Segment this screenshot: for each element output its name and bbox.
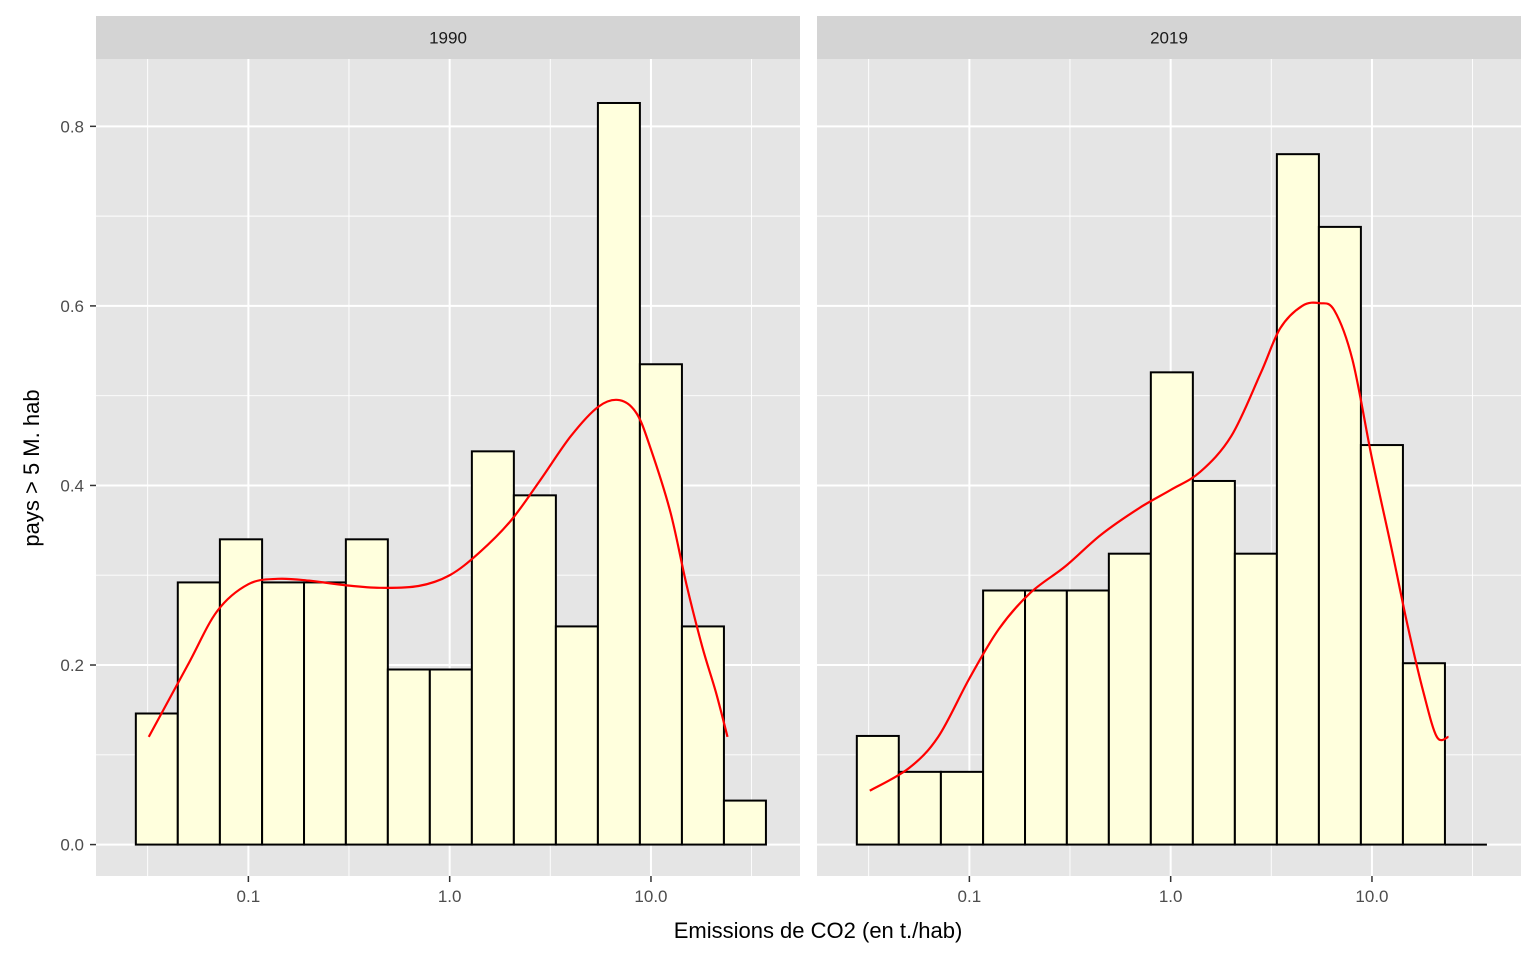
histogram-bar — [134, 712, 179, 846]
histogram-bar — [344, 538, 389, 846]
histogram-bar — [722, 799, 767, 846]
histogram-bar — [1065, 589, 1110, 846]
x-tick-label: 1.0 — [1159, 887, 1183, 906]
y-tick-label: 0.2 — [60, 656, 84, 675]
histogram-bar — [939, 770, 985, 846]
histogram-bar — [1149, 371, 1194, 846]
x-axis-title: Emissions de CO2 (en t./hab) — [674, 918, 963, 943]
y-axis-title: pays > 5 M. hab — [19, 389, 44, 546]
x-tick-label: 1.0 — [438, 887, 462, 906]
histogram-bar — [261, 581, 306, 846]
histogram-bar — [470, 450, 515, 846]
y-tick-label: 0.8 — [60, 117, 84, 136]
panel-1990: 1990 0.1 1.0 10.0 — [96, 16, 800, 906]
y-tick-label: 0.6 — [60, 297, 84, 316]
histogram-bar — [855, 734, 900, 846]
histogram-bar — [428, 668, 473, 846]
histogram-bar — [176, 581, 221, 846]
histogram-bar — [218, 538, 264, 846]
histogram-bar — [897, 770, 942, 846]
histogram-bar — [680, 625, 725, 846]
histogram-bar — [1275, 153, 1320, 846]
facet-strip — [817, 16, 1521, 59]
histogram-bar — [596, 101, 641, 846]
histogram-bar — [554, 625, 599, 846]
histogram-bar — [386, 668, 431, 846]
x-tick-label: 0.1 — [958, 887, 982, 906]
histogram-bar — [1233, 552, 1278, 846]
x-tick-label: 0.1 — [237, 887, 261, 906]
facet-strip — [96, 16, 800, 59]
histogram-bar — [512, 494, 557, 846]
histogram-bar — [303, 581, 347, 846]
y-tick-label: 0.4 — [60, 476, 84, 495]
panel-2019: 2019 0.1 1.0 10.0 — [817, 16, 1521, 906]
density-curve — [869, 301, 1449, 792]
y-tick-label: 0.0 — [60, 836, 84, 855]
histogram-bar — [1107, 552, 1152, 846]
histogram-bar — [982, 589, 1027, 846]
facet-strip-label: 1990 — [429, 29, 467, 48]
density-curve — [147, 398, 729, 738]
histogram-bar — [1359, 444, 1404, 846]
histogram-bar — [1024, 589, 1068, 846]
facet-strip-label: 2019 — [1150, 29, 1188, 48]
histogram-bar — [1191, 479, 1236, 846]
histogram-bar — [638, 363, 683, 846]
y-axis: 0.0 0.2 0.4 0.6 0.8 — [60, 117, 96, 855]
x-tick-label: 10.0 — [1355, 887, 1388, 906]
x-tick-label: 10.0 — [634, 887, 667, 906]
